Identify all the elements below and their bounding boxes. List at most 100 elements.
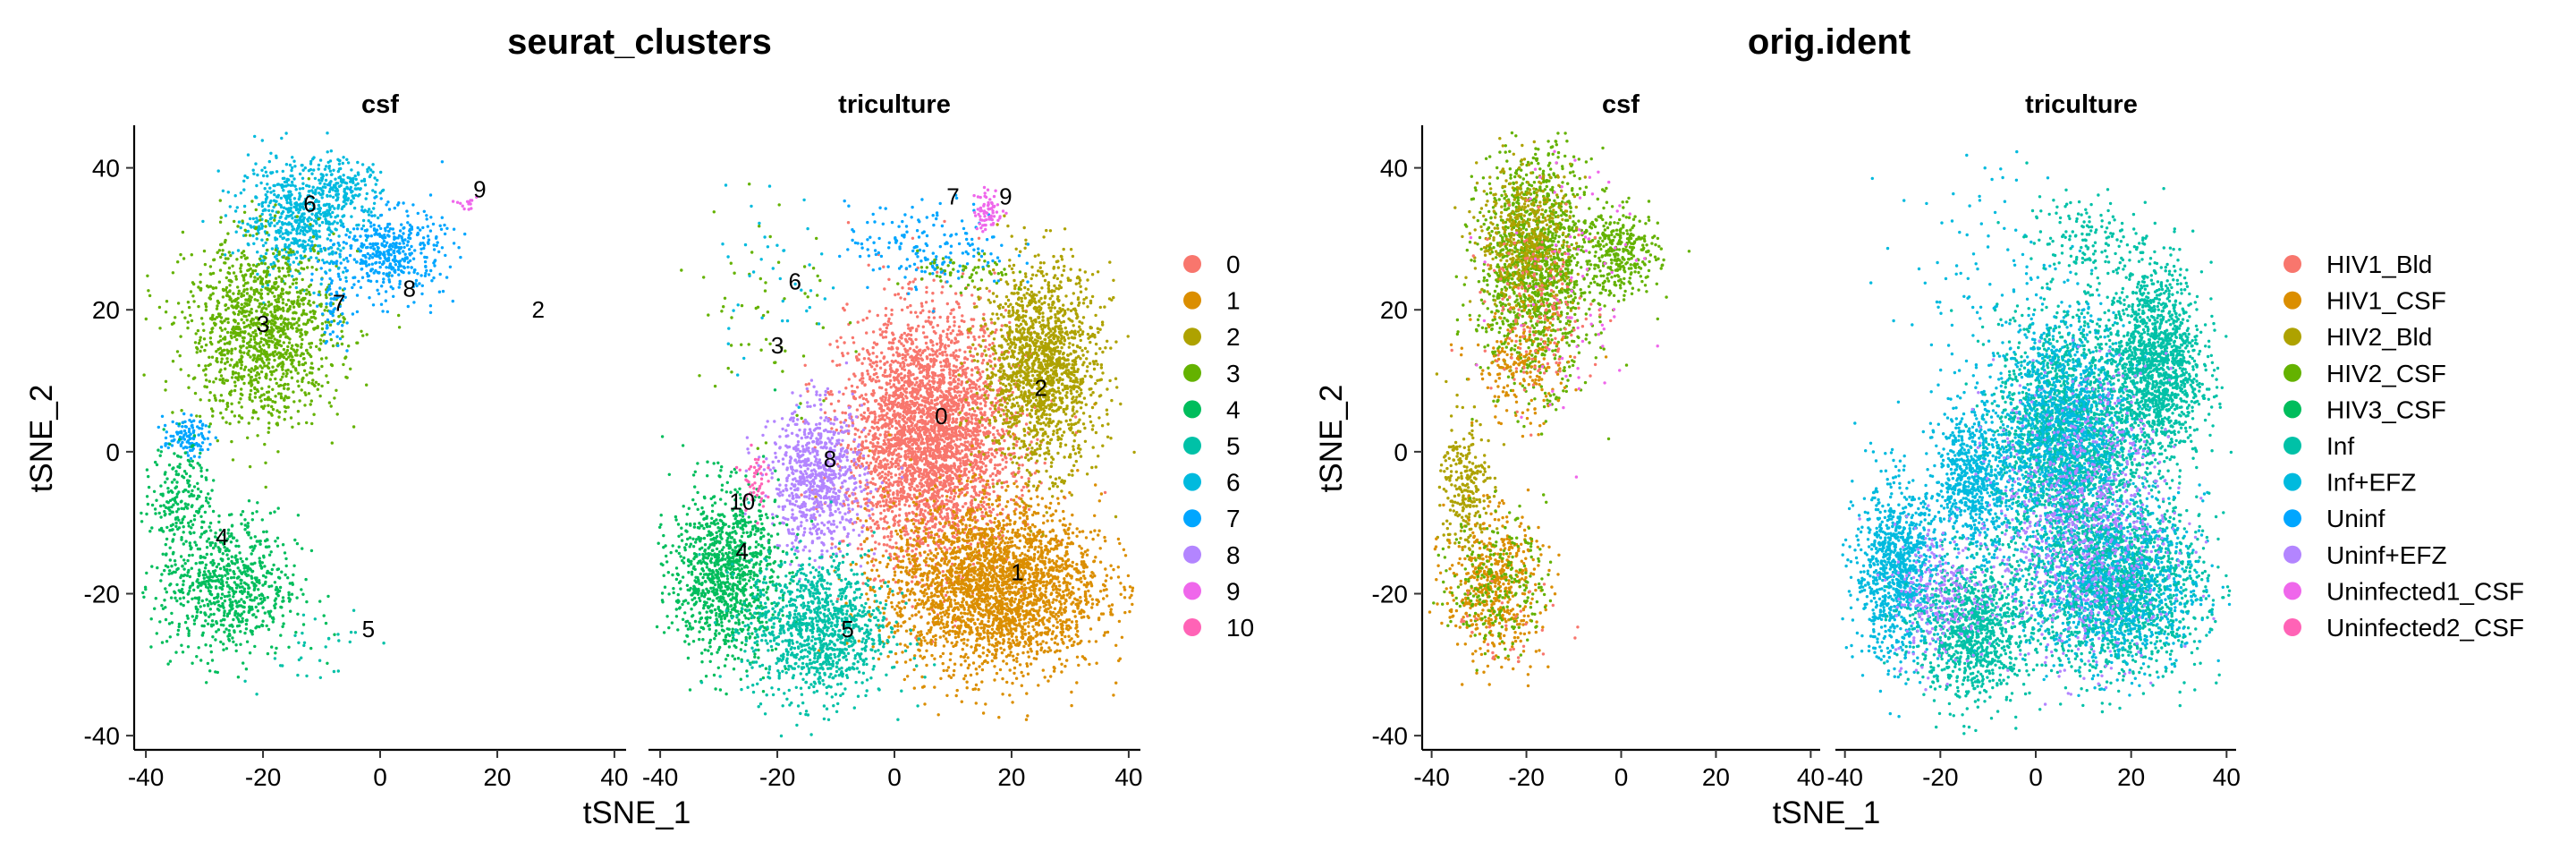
data-point <box>939 316 942 319</box>
data-point <box>242 617 244 620</box>
data-point <box>914 277 917 280</box>
data-point <box>419 228 421 231</box>
data-point <box>885 307 887 310</box>
data-point <box>291 377 293 379</box>
data-point <box>864 393 867 395</box>
data-point <box>268 353 271 356</box>
data-point <box>284 322 286 325</box>
data-point <box>229 569 232 572</box>
data-point <box>299 187 301 190</box>
data-point <box>275 230 277 233</box>
data-point <box>241 219 243 222</box>
data-point <box>251 512 254 515</box>
data-point <box>230 389 233 392</box>
data-point <box>909 347 911 350</box>
data-point <box>916 393 919 395</box>
data-point <box>181 588 183 591</box>
data-point <box>180 507 182 510</box>
data-point <box>299 232 301 234</box>
data-point <box>876 355 878 358</box>
data-point <box>397 260 400 263</box>
data-point <box>192 438 195 440</box>
data-point <box>238 569 241 572</box>
data-point <box>280 277 283 280</box>
data-point <box>199 470 202 472</box>
data-point <box>266 270 268 273</box>
data-point <box>385 290 387 293</box>
data-point <box>170 596 173 599</box>
data-point <box>210 343 213 345</box>
data-point <box>402 201 404 204</box>
data-point <box>168 529 171 532</box>
data-point <box>292 400 295 403</box>
data-point <box>219 369 222 371</box>
data-point <box>301 278 304 281</box>
data-point <box>256 174 258 176</box>
data-point <box>326 324 328 327</box>
data-point <box>295 277 298 280</box>
data-point <box>359 234 361 237</box>
data-point <box>344 234 347 236</box>
data-point <box>145 572 148 574</box>
data-point <box>258 350 260 353</box>
data-point <box>182 580 185 583</box>
data-point <box>159 455 162 457</box>
data-point <box>260 302 263 305</box>
data-point <box>160 450 163 453</box>
data-point <box>866 492 869 495</box>
data-point <box>282 372 284 375</box>
data-point <box>312 235 315 238</box>
data-point <box>287 259 290 262</box>
data-point <box>154 512 157 515</box>
data-point <box>449 266 452 268</box>
data-point <box>331 441 334 444</box>
data-point <box>189 475 191 478</box>
data-point <box>392 267 394 269</box>
data-point <box>282 233 284 235</box>
data-point <box>382 260 385 263</box>
data-point <box>201 448 204 451</box>
data-point <box>343 174 345 176</box>
data-point <box>208 570 210 573</box>
data-point <box>283 236 285 239</box>
data-point <box>318 179 320 182</box>
data-point <box>210 489 213 491</box>
data-point <box>259 598 262 600</box>
data-point <box>992 412 995 414</box>
data-point <box>149 645 152 648</box>
data-point <box>255 360 258 362</box>
data-point <box>247 153 250 156</box>
data-point <box>854 428 857 430</box>
data-point <box>180 602 182 605</box>
data-point <box>223 609 225 612</box>
data-point <box>281 376 284 378</box>
data-point <box>962 456 964 459</box>
data-point <box>233 581 236 583</box>
data-point <box>193 619 196 622</box>
data-point <box>250 376 253 378</box>
data-point <box>928 379 930 382</box>
data-point <box>209 575 212 578</box>
data-point <box>291 302 293 304</box>
data-point <box>866 317 869 319</box>
data-point <box>439 225 442 227</box>
data-point <box>173 452 175 455</box>
data-point <box>165 565 167 567</box>
data-point <box>195 562 198 565</box>
data-point <box>860 543 862 546</box>
data-point <box>160 446 163 448</box>
data-point <box>326 595 329 598</box>
data-point <box>248 421 250 424</box>
data-point <box>269 310 272 313</box>
data-point <box>252 264 255 267</box>
data-point <box>312 310 315 312</box>
data-point <box>970 390 972 393</box>
data-point <box>190 413 192 416</box>
data-point <box>203 385 206 387</box>
data-point <box>404 253 407 256</box>
data-point <box>266 358 268 361</box>
data-point <box>287 591 290 594</box>
data-point <box>219 268 222 271</box>
data-point <box>323 183 326 185</box>
data-point <box>352 227 355 230</box>
